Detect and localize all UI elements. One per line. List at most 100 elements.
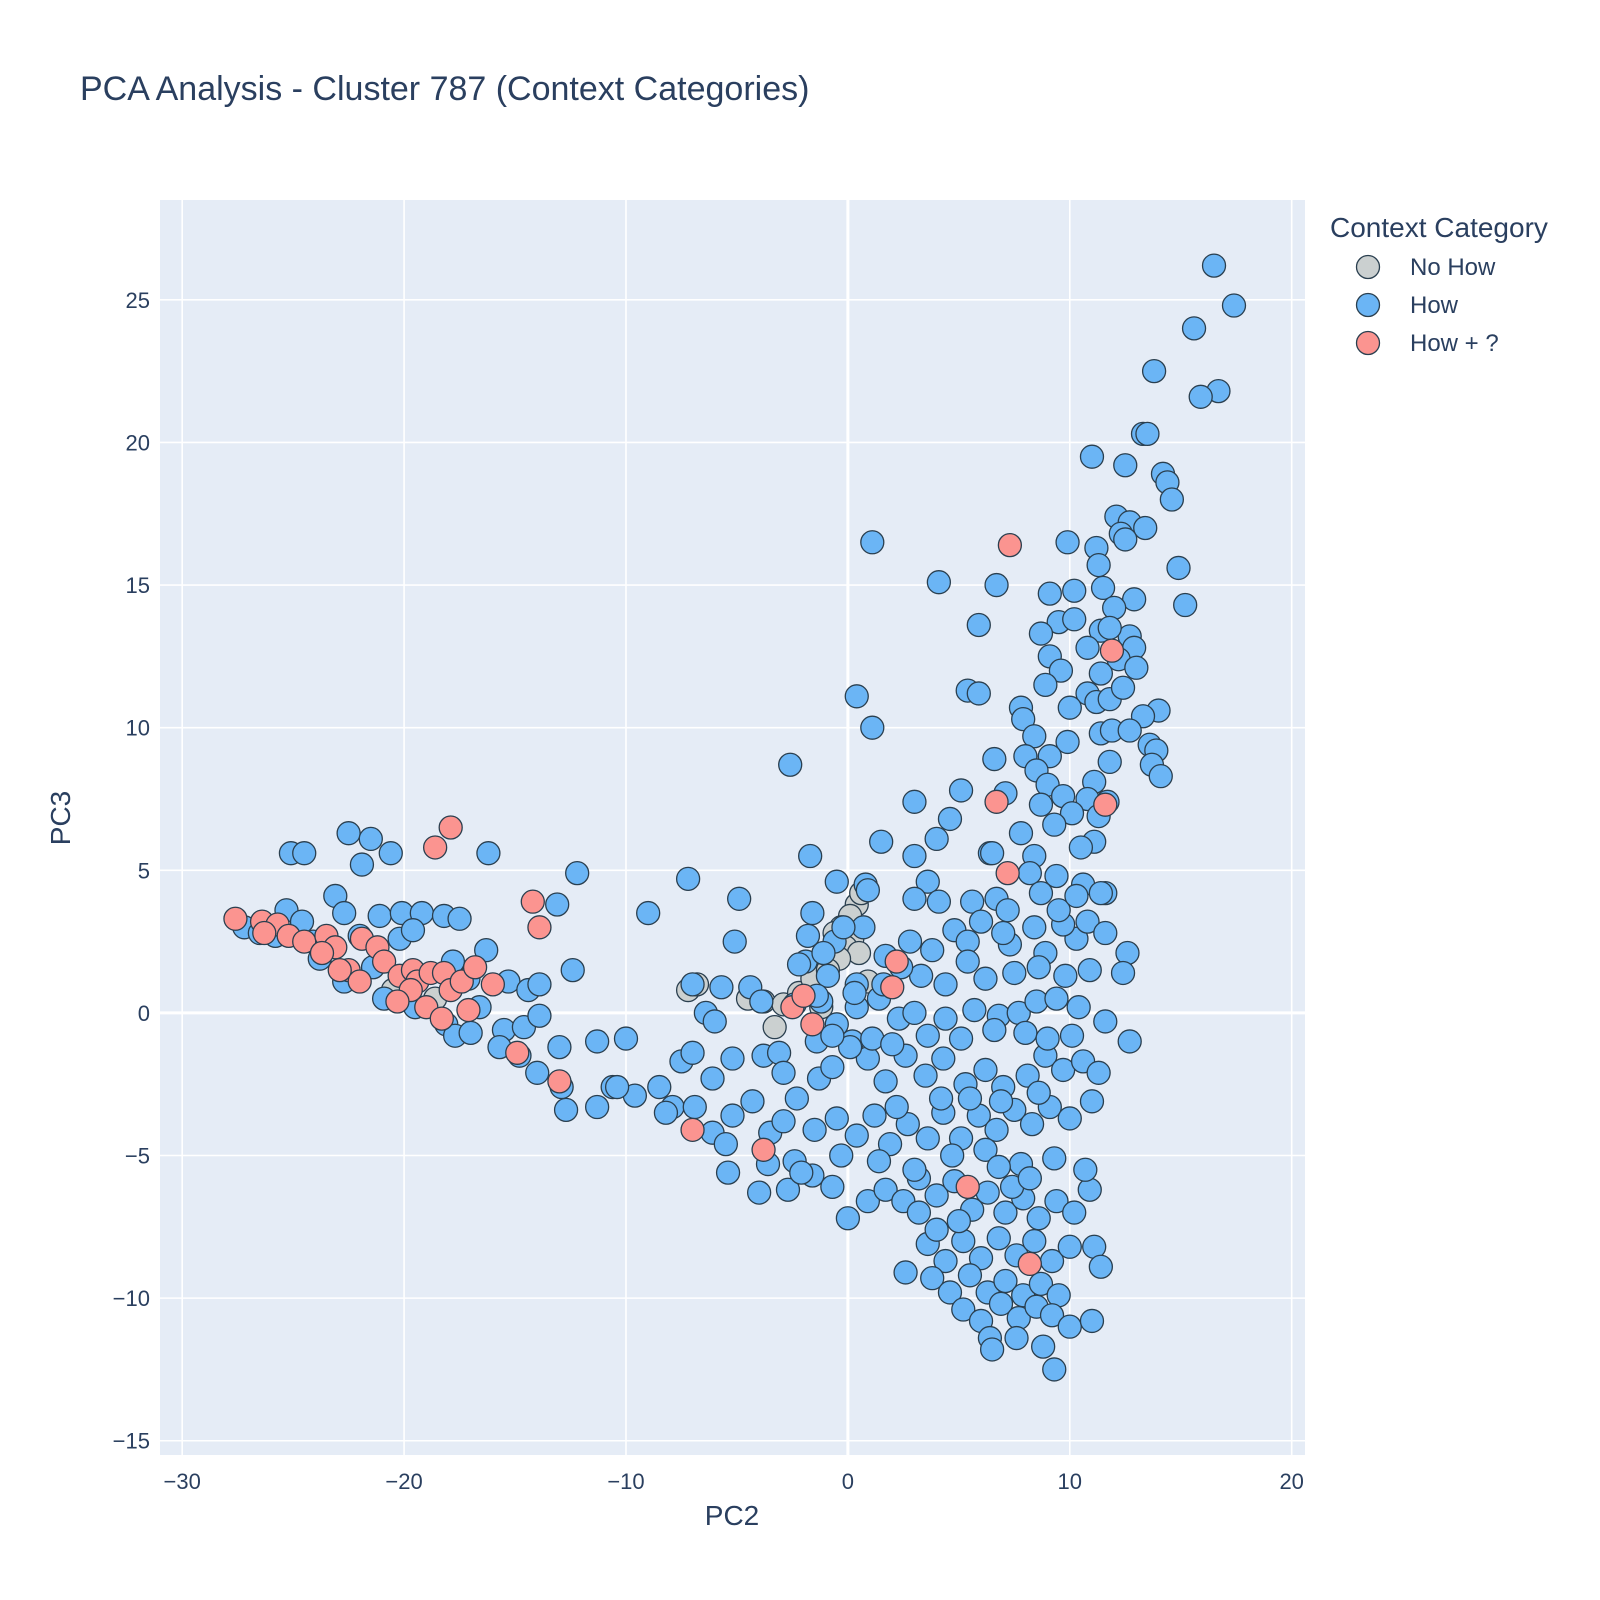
data-point[interactable] <box>986 1154 1011 1180</box>
data-point[interactable] <box>1115 940 1140 966</box>
data-point[interactable] <box>1057 695 1082 720</box>
data-point[interactable] <box>842 980 867 1006</box>
data-point[interactable] <box>926 889 952 914</box>
data-point[interactable] <box>948 778 974 803</box>
data-point[interactable] <box>1097 749 1122 775</box>
data-point[interactable] <box>462 955 488 980</box>
data-point[interactable] <box>423 835 448 860</box>
data-point[interactable] <box>751 1137 776 1162</box>
data-point[interactable] <box>873 1069 898 1094</box>
data-point[interactable] <box>525 1060 550 1085</box>
data-point[interactable] <box>1044 1188 1069 1214</box>
data-point[interactable] <box>456 997 481 1023</box>
data-point[interactable] <box>973 1057 998 1083</box>
data-point[interactable] <box>371 949 397 974</box>
data-point[interactable] <box>771 1109 796 1134</box>
series-1[interactable] <box>232 253 1247 1382</box>
data-point[interactable] <box>957 1263 983 1288</box>
data-point[interactable] <box>367 903 392 929</box>
data-point[interactable] <box>1093 1009 1118 1034</box>
data-point[interactable] <box>829 1143 854 1168</box>
data-point[interactable] <box>1057 1106 1082 1131</box>
data-point[interactable] <box>527 1003 552 1028</box>
data-point[interactable] <box>1113 527 1138 552</box>
data-point[interactable] <box>1093 920 1118 946</box>
data-point[interactable] <box>1046 898 1071 923</box>
data-point[interactable] <box>951 1297 976 1322</box>
data-point[interactable] <box>973 966 998 991</box>
data-point[interactable] <box>880 975 905 1000</box>
data-point[interactable] <box>931 1046 956 1071</box>
data-point[interactable] <box>378 841 403 866</box>
data-point[interactable] <box>993 1268 1018 1294</box>
data-point[interactable] <box>347 969 372 994</box>
data-point[interactable] <box>993 1200 1018 1225</box>
data-point[interactable] <box>1033 672 1058 698</box>
data-point[interactable] <box>1048 658 1074 683</box>
data-point[interactable] <box>547 1034 572 1060</box>
data-point[interactable] <box>973 1137 998 1162</box>
data-point[interactable] <box>766 1040 792 1065</box>
data-point[interactable] <box>824 1106 849 1131</box>
data-point[interactable] <box>1073 1157 1098 1182</box>
data-point[interactable] <box>675 866 701 891</box>
data-point[interactable] <box>902 886 927 911</box>
data-point[interactable] <box>789 1160 814 1185</box>
data-point[interactable] <box>647 1074 672 1100</box>
data-point[interactable] <box>800 900 825 926</box>
data-point[interactable] <box>1088 1254 1114 1279</box>
data-point[interactable] <box>933 1006 958 1031</box>
data-point[interactable] <box>920 937 945 963</box>
data-point[interactable] <box>545 892 570 917</box>
data-point[interactable] <box>1004 1325 1029 1351</box>
data-point[interactable] <box>1042 812 1067 837</box>
data-point[interactable] <box>902 1000 927 1026</box>
data-point[interactable] <box>1026 1080 1051 1105</box>
data-point[interactable] <box>1117 718 1142 743</box>
data-point[interactable] <box>520 889 545 914</box>
data-point[interactable] <box>309 940 335 966</box>
data-point[interactable] <box>332 900 357 926</box>
data-point[interactable] <box>1039 1303 1065 1328</box>
data-point[interactable] <box>1059 801 1085 826</box>
data-point[interactable] <box>727 886 752 911</box>
scatter-points[interactable] <box>223 253 1247 1382</box>
data-point[interactable] <box>895 1111 920 1137</box>
data-point[interactable] <box>349 852 375 877</box>
data-point[interactable] <box>855 1188 881 1214</box>
data-point[interactable] <box>1026 955 1051 980</box>
data-point[interactable] <box>1037 581 1062 606</box>
data-point[interactable] <box>902 1157 927 1182</box>
data-point[interactable] <box>1057 1314 1082 1339</box>
data-point[interactable] <box>1110 960 1136 986</box>
data-point[interactable] <box>984 789 1009 814</box>
data-point[interactable] <box>877 1131 903 1157</box>
data-point[interactable] <box>358 826 383 852</box>
data-point[interactable] <box>1221 293 1247 318</box>
data-point[interactable] <box>1057 1234 1082 1259</box>
data-point[interactable] <box>844 684 869 709</box>
data-point[interactable] <box>1028 1271 1054 1297</box>
data-point[interactable] <box>1042 1357 1067 1382</box>
data-point[interactable] <box>1013 1020 1038 1046</box>
data-point[interactable] <box>824 869 849 894</box>
data-point[interactable] <box>784 1086 810 1111</box>
data-point[interactable] <box>937 806 963 832</box>
data-point[interactable] <box>560 957 585 983</box>
data-point[interactable] <box>771 1060 796 1085</box>
data-point[interactable] <box>1017 1251 1042 1277</box>
data-point[interactable] <box>1088 661 1114 686</box>
data-point[interactable] <box>1173 592 1198 618</box>
data-point[interactable] <box>955 1174 980 1200</box>
data-point[interactable] <box>746 1180 772 1205</box>
data-point[interactable] <box>700 1066 725 1091</box>
data-point[interactable] <box>1079 1308 1105 1334</box>
data-point[interactable] <box>913 1063 938 1088</box>
data-point[interactable] <box>1077 1177 1102 1202</box>
data-point[interactable] <box>815 963 841 988</box>
data-point[interactable] <box>811 940 836 966</box>
data-point[interactable] <box>991 920 1016 946</box>
data-point[interactable] <box>948 1026 974 1051</box>
data-point[interactable] <box>902 843 927 869</box>
data-point[interactable] <box>474 937 499 963</box>
